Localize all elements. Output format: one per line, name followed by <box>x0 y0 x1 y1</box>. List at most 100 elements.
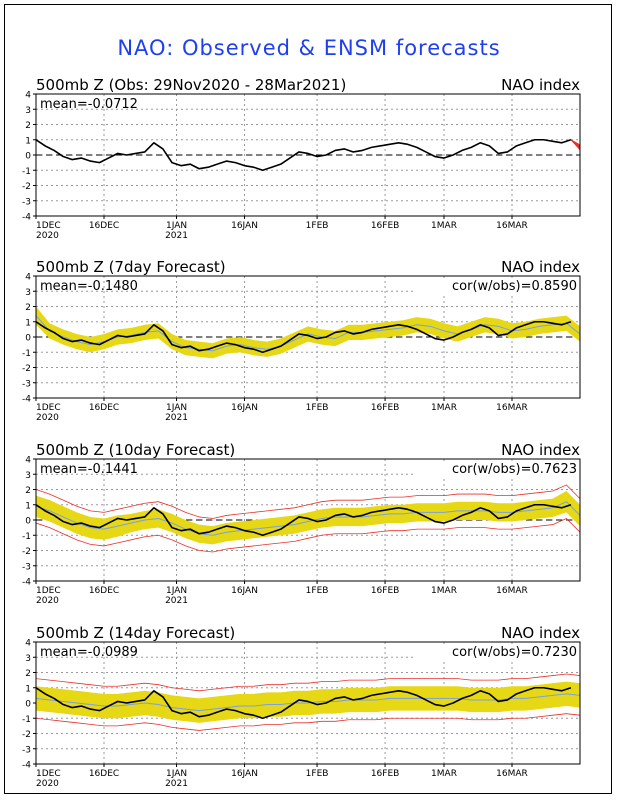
y-tick-label: 0 <box>25 152 31 162</box>
x-tick-year-label: 2020 <box>36 231 59 241</box>
y-tick-label: -4 <box>22 761 31 771</box>
x-tick-label: 16JAN <box>231 586 258 596</box>
panel-title: 500mb Z (10day Forecast) <box>36 441 235 459</box>
y-tick-label: 1 <box>25 501 31 511</box>
ensemble-mean-line <box>36 693 580 712</box>
x-tick-label: 16MAR <box>496 769 528 779</box>
y-tick-label: -3 <box>22 562 31 572</box>
x-tick-label: 1FEB <box>306 221 329 231</box>
y-tick-label: -2 <box>22 547 31 557</box>
y-tick-label: -3 <box>22 745 31 755</box>
x-tick-label: 1FEB <box>306 586 329 596</box>
y-tick-label: 0 <box>25 700 31 710</box>
y-tick-label: 0 <box>25 517 31 527</box>
x-tick-year-label: 2020 <box>36 413 59 423</box>
observed-line <box>36 320 572 354</box>
y-tick-label: -4 <box>22 578 31 588</box>
x-tick-label: 1DEC <box>36 769 61 779</box>
y-tick-label: 3 <box>25 471 31 481</box>
x-tick-label: 1MAR <box>431 769 457 779</box>
plot-area <box>36 673 580 731</box>
x-tick-year-label: 2021 <box>165 231 188 241</box>
y-tick-label: -2 <box>22 730 31 740</box>
y-tick-label: 2 <box>25 121 31 131</box>
panel-mean: mean=-0.0989 <box>40 645 138 660</box>
x-tick-label: 1MAR <box>431 586 457 596</box>
x-tick-label: 16DEC <box>89 586 119 596</box>
ensemble-lower-envelope <box>36 517 580 553</box>
y-tick-label: 4 <box>25 456 31 466</box>
x-tick-label: 1DEC <box>36 221 61 231</box>
y-tick-label: 1 <box>25 318 31 328</box>
observed-line <box>36 503 572 537</box>
observed-line <box>36 686 572 720</box>
x-tick-label: 16DEC <box>89 403 119 413</box>
stat-left-box <box>38 96 160 112</box>
x-tick-label: 16JAN <box>231 221 258 231</box>
x-tick-label: 1JAN <box>166 586 187 596</box>
plot-area <box>36 306 580 359</box>
x-tick-label: 16MAR <box>496 586 528 596</box>
x-tick-label: 16DEC <box>89 221 119 231</box>
x-tick-label: 1JAN <box>166 769 187 779</box>
x-tick-label: 16JAN <box>231 769 258 779</box>
y-tick-label: 4 <box>25 639 31 649</box>
x-tick-label: 16FEB <box>371 403 400 413</box>
panel-index-label: NAO index <box>501 76 580 94</box>
y-tick-label: -4 <box>22 395 31 405</box>
y-tick-label: 1 <box>25 684 31 694</box>
x-tick-label: 16FEB <box>371 586 400 596</box>
stat-left-box <box>38 278 160 294</box>
x-tick-label: 16MAR <box>496 221 528 231</box>
y-tick-label: 2 <box>25 669 31 679</box>
ensemble-upper-envelope <box>36 484 580 519</box>
plot-area <box>36 138 580 172</box>
y-tick-label: -2 <box>22 182 31 192</box>
y-tick-label: -3 <box>22 197 31 207</box>
x-tick-label: 16DEC <box>89 769 119 779</box>
stat-left-box <box>38 461 160 477</box>
x-tick-label: 16FEB <box>371 769 400 779</box>
x-tick-year-label: 2021 <box>165 413 188 423</box>
y-tick-label: 1 <box>25 136 31 146</box>
y-tick-label: 3 <box>25 654 31 664</box>
panel-correlation: cor(w/obs)=0.8590 <box>452 279 577 294</box>
y-tick-label: 4 <box>25 273 31 283</box>
ensemble-lower-envelope <box>36 713 580 731</box>
y-tick-label: -3 <box>22 379 31 389</box>
y-tick-label: -1 <box>22 532 31 542</box>
x-tick-year-label: 2021 <box>165 779 188 789</box>
panel-mean: mean=-0.1441 <box>40 462 138 477</box>
x-tick-label: 1MAR <box>431 221 457 231</box>
y-tick-label: 2 <box>25 486 31 496</box>
x-tick-year-label: 2021 <box>165 596 188 606</box>
y-tick-label: -4 <box>22 213 31 223</box>
x-tick-label: 1FEB <box>306 769 329 779</box>
x-tick-label: 16FEB <box>371 221 400 231</box>
x-tick-label: 1DEC <box>36 586 61 596</box>
stat-left-box <box>38 644 160 660</box>
stat-right-box <box>416 278 578 294</box>
y-tick-label: 4 <box>25 91 31 101</box>
ensemble-upper-envelope <box>36 673 580 692</box>
x-tick-label: 1JAN <box>166 221 187 231</box>
panel-title: 500mb Z (7day Forecast) <box>36 258 226 276</box>
x-tick-label: 16JAN <box>231 403 258 413</box>
x-tick-label: 1JAN <box>166 403 187 413</box>
stat-right-box <box>416 461 578 477</box>
observed-line <box>36 138 572 172</box>
panel-correlation: cor(w/obs)=0.7623 <box>452 462 577 477</box>
y-tick-label: -1 <box>22 167 31 177</box>
y-tick-label: -1 <box>22 349 31 359</box>
panel-correlation: cor(w/obs)=0.7230 <box>452 645 577 660</box>
y-tick-label: 3 <box>25 106 31 116</box>
x-tick-year-label: 2020 <box>36 779 59 789</box>
y-tick-label: -2 <box>22 364 31 374</box>
x-tick-year-label: 2020 <box>36 596 59 606</box>
ensemble-member-line <box>570 139 580 150</box>
